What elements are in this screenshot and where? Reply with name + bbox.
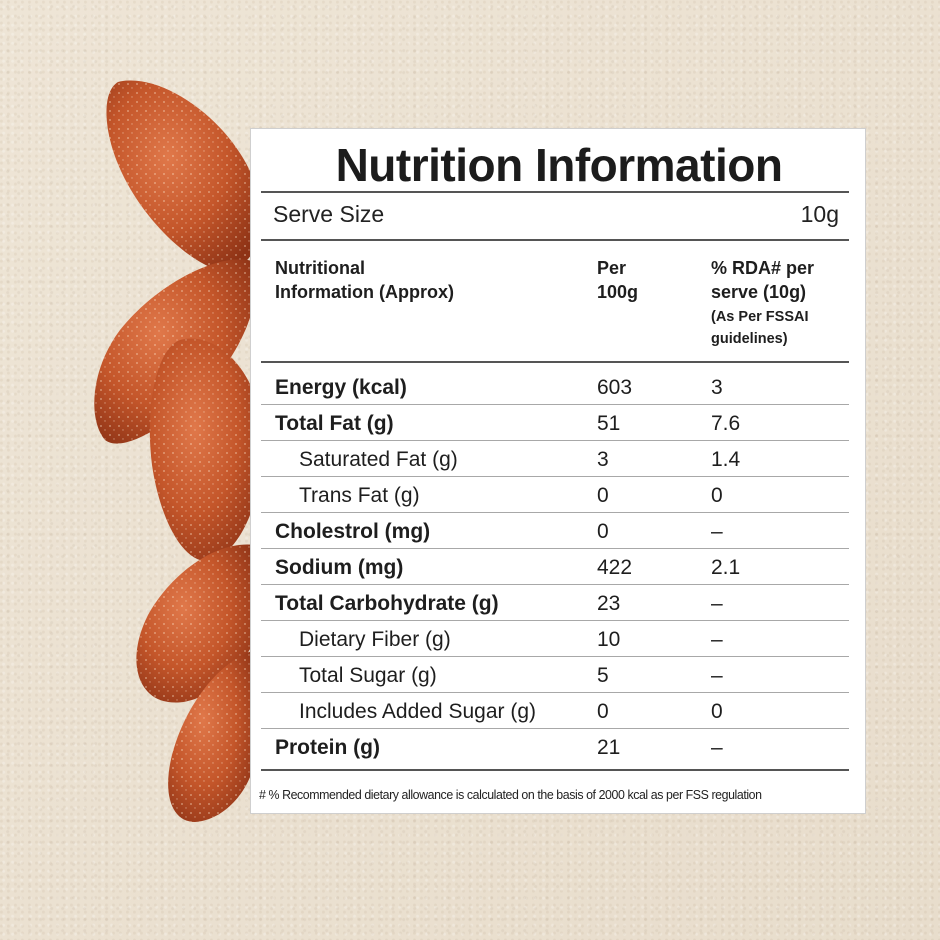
per-100g-value: 0: [597, 700, 609, 723]
row-divider: [261, 728, 849, 729]
header-information-approx: Information (Approx): [275, 282, 454, 302]
nutrient-name: Total Fat (g): [275, 412, 394, 435]
per-100g-value: 5: [597, 664, 609, 687]
per-100g-value: 51: [597, 412, 621, 435]
nutrient-name: Dietary Fiber (g): [299, 628, 451, 651]
row-divider: [261, 584, 849, 585]
rda-value: 0: [711, 484, 723, 507]
header-serve-10g: serve (10g): [711, 282, 807, 302]
divider: [261, 239, 849, 241]
per-100g-value: 21: [597, 736, 621, 759]
rda-value: –: [711, 736, 723, 759]
header-fssai-note: (As Per FSSAI: [711, 309, 809, 325]
rda-value: –: [711, 664, 723, 687]
row-divider: [261, 656, 849, 657]
almond: [136, 544, 255, 703]
nutrient-name: Total Sugar (g): [299, 664, 437, 687]
panel-title: Nutrition Information: [335, 139, 783, 191]
table-row: Saturated Fat (g) 3 1.4: [261, 441, 849, 477]
nutrient-name: Cholestrol (mg): [275, 520, 431, 543]
table-row: Total Fat (g) 51 7.6: [261, 405, 849, 441]
per-100g-value: 3: [597, 448, 609, 471]
nutrient-name: Trans Fat (g): [299, 484, 420, 507]
header-nutritional: Nutritional: [275, 258, 365, 278]
serve-size-label: Serve Size: [273, 201, 385, 227]
table-row: Total Carbohydrate (g) 23 –: [261, 585, 849, 621]
table-row: Sodium (mg) 422 2.1: [261, 549, 849, 585]
row-divider: [261, 548, 849, 549]
per-100g-value: 422: [597, 556, 633, 579]
divider: [261, 769, 849, 771]
row-divider: [261, 620, 849, 621]
rda-value: –: [711, 628, 723, 651]
rda-value: 1.4: [711, 448, 741, 471]
per-100g-value: 603: [597, 376, 633, 399]
rda-value: 0: [711, 700, 723, 723]
per-100g-value: 0: [597, 520, 609, 543]
per-100g-value: 10: [597, 628, 621, 651]
row-divider: [261, 476, 849, 477]
footnote: # % Recommended dietary allowance is cal…: [259, 787, 762, 802]
per-100g-value: 0: [597, 484, 609, 507]
rda-value: 3: [711, 376, 723, 399]
rda-value: 2.1: [711, 556, 741, 579]
almond: [106, 80, 262, 271]
rda-value: –: [711, 520, 723, 543]
row-divider: [261, 440, 849, 441]
table-row: Trans Fat (g) 0 0: [261, 477, 849, 513]
nutrient-name: Total Carbohydrate (g): [275, 592, 499, 615]
table-row: Protein (g) 21 –: [261, 729, 849, 765]
nutrient-name: Protein (g): [275, 736, 380, 759]
rda-value: –: [711, 592, 723, 615]
table-row: Dietary Fiber (g) 10 –: [261, 621, 849, 657]
almond: [149, 338, 263, 562]
row-divider: [261, 692, 849, 693]
header-100g: 100g: [597, 282, 639, 302]
rda-value: 7.6: [711, 412, 741, 435]
nutrient-name: Includes Added Sugar (g): [299, 700, 536, 723]
nutrient-name: Energy (kcal): [275, 376, 407, 399]
header-per: Per: [597, 258, 627, 278]
header-guidelines-note: guidelines): [711, 331, 788, 347]
divider: [261, 191, 849, 193]
divider: [261, 361, 849, 363]
table-row: Includes Added Sugar (g) 0 0: [261, 693, 849, 729]
per-100g-value: 23: [597, 592, 621, 615]
nutrient-name: Saturated Fat (g): [299, 448, 458, 471]
nutrient-name: Sodium (mg): [275, 556, 404, 579]
table-row: Cholestrol (mg) 0 –: [261, 513, 849, 549]
header-rda: % RDA# per: [711, 258, 815, 278]
table-row: Energy (kcal) 603 3: [261, 369, 849, 405]
row-divider: [261, 512, 849, 513]
table-row: Total Sugar (g) 5 –: [261, 657, 849, 693]
serve-size-value: 10g: [800, 201, 839, 227]
row-divider: [261, 404, 849, 405]
nutrition-panel: Nutrition Information Serve Size 10g Nut…: [250, 128, 866, 814]
almond: [168, 650, 255, 822]
